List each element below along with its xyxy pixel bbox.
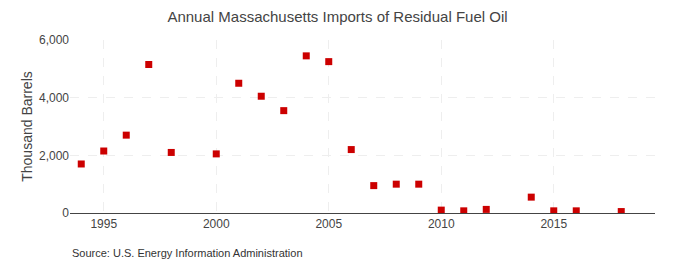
svg-text:Thousand Barrels: Thousand Barrels — [19, 71, 35, 182]
svg-text:2000: 2000 — [203, 217, 230, 231]
svg-text:1995: 1995 — [90, 217, 117, 231]
svg-text:2010: 2010 — [428, 217, 455, 231]
svg-text:Source: U.S. Energy Informatio: Source: U.S. Energy Information Administ… — [72, 247, 303, 259]
svg-text:4,000: 4,000 — [39, 91, 69, 105]
svg-text:0: 0 — [62, 206, 69, 220]
svg-text:Annual Massachusetts Imports o: Annual Massachusetts Imports of Residual… — [167, 8, 507, 25]
svg-text:2,000: 2,000 — [39, 149, 69, 163]
svg-text:2015: 2015 — [540, 217, 567, 231]
svg-text:6,000: 6,000 — [39, 33, 69, 47]
svg-text:2005: 2005 — [315, 217, 342, 231]
